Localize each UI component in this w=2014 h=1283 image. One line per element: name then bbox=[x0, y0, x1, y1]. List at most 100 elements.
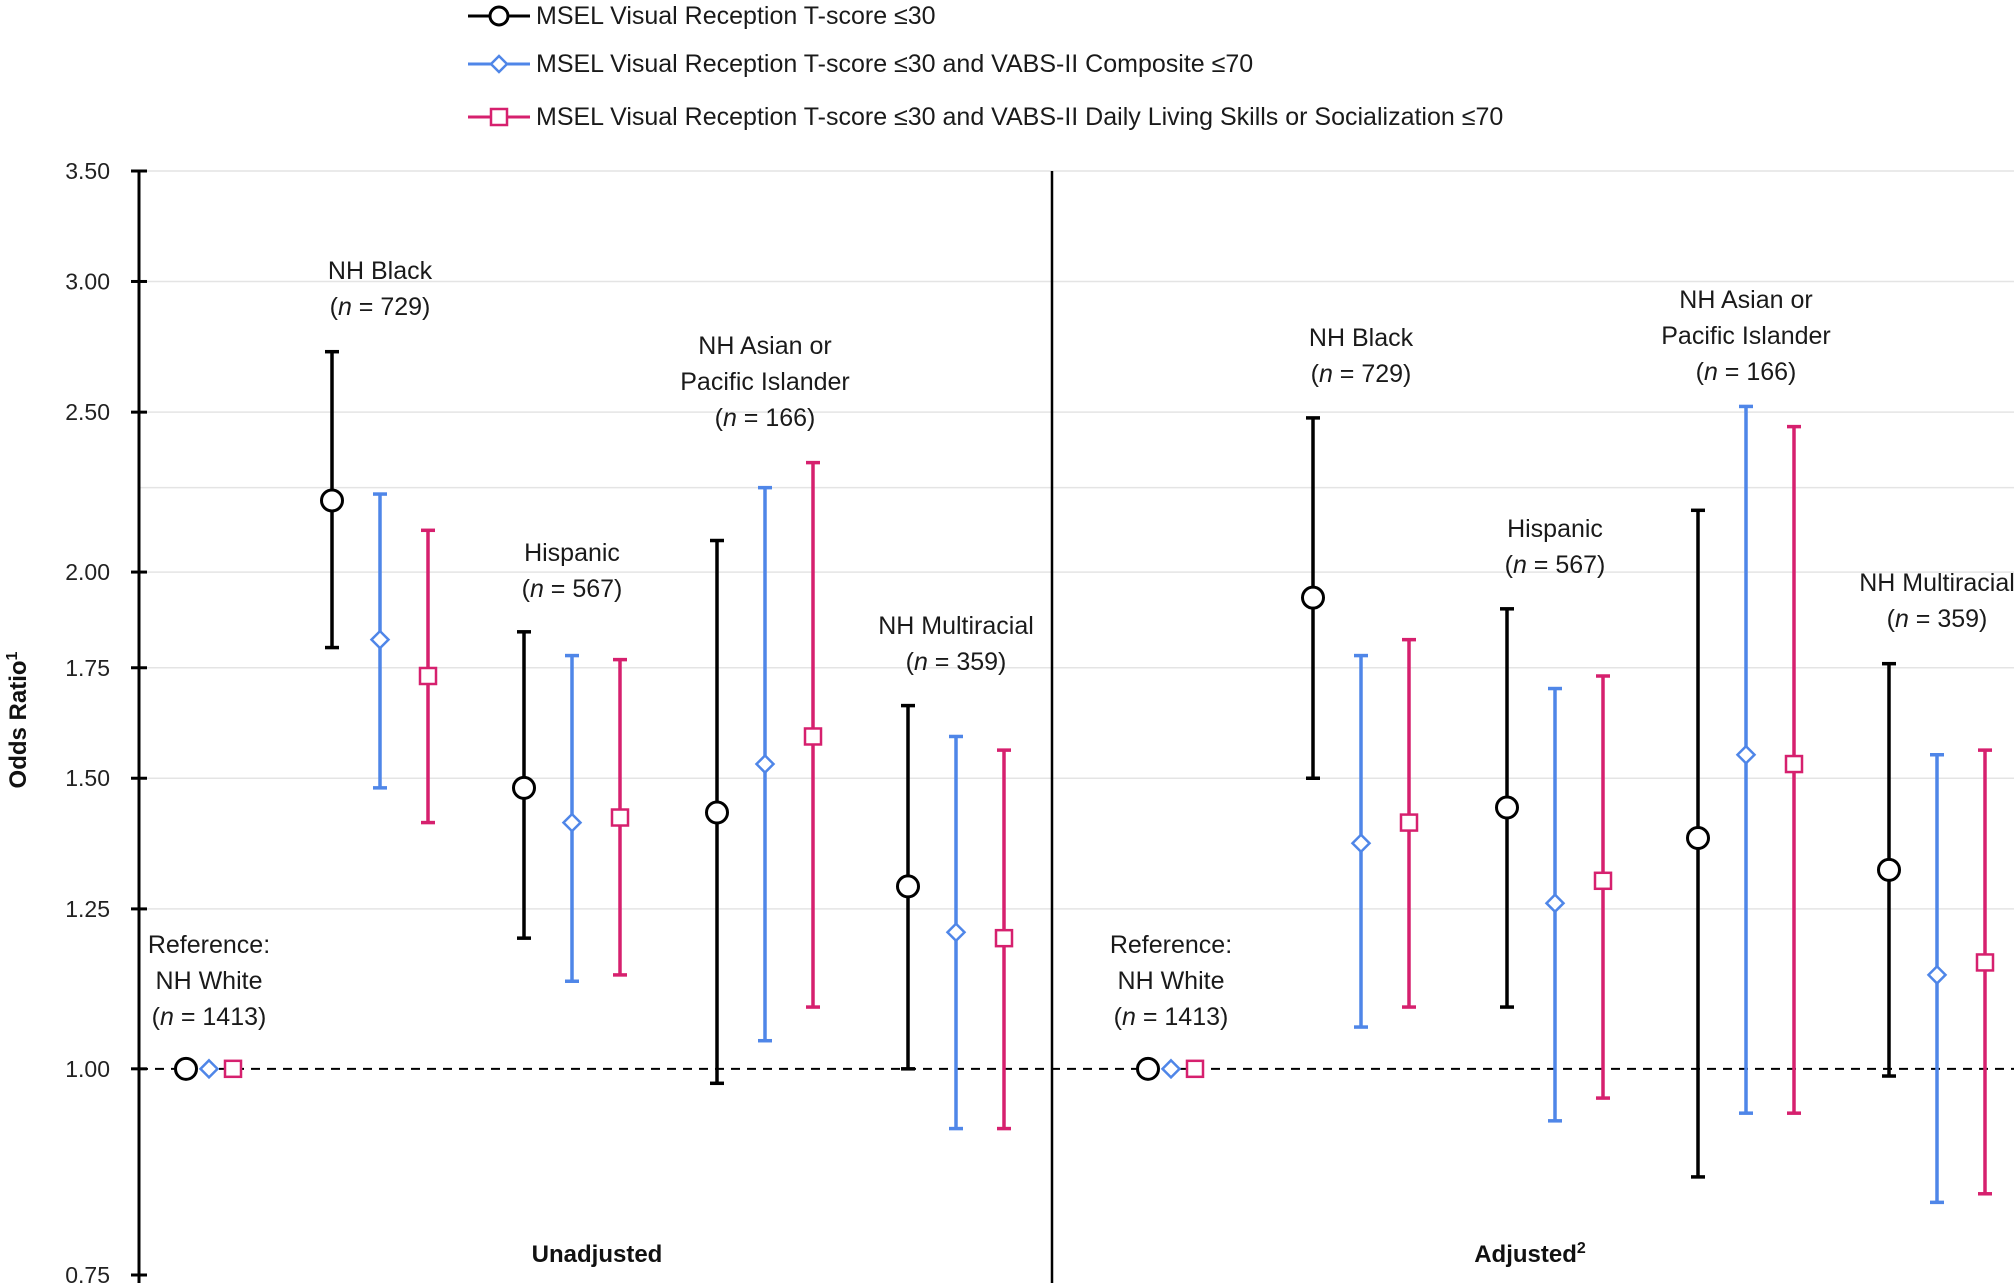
group-label-part: = 567) bbox=[1527, 551, 1606, 579]
data-point-square bbox=[803, 727, 823, 746]
data-point-diamond bbox=[754, 753, 776, 775]
group-label-line: (n = 567) bbox=[1505, 551, 1606, 579]
data-point-circle bbox=[174, 1056, 198, 1081]
panel-label-superscript: 2 bbox=[1577, 1240, 1586, 1257]
group-label-part: = 166) bbox=[737, 404, 816, 432]
data-point-diamond bbox=[945, 921, 967, 943]
group-label-line: Reference: bbox=[148, 931, 270, 959]
group-label-line: (n = 166) bbox=[715, 404, 816, 432]
data-point-diamond bbox=[198, 1058, 220, 1080]
data-point-circle bbox=[1877, 857, 1901, 882]
group-label-part: n bbox=[914, 648, 928, 676]
legend-label: MSEL Visual Reception T-score ≤30 and VA… bbox=[536, 49, 1254, 78]
group-label: NH Multiracial (n = 359) bbox=[878, 612, 1034, 676]
data-point-circle bbox=[705, 800, 729, 825]
group-label-part: n bbox=[723, 404, 737, 432]
data-point-diamond bbox=[1350, 832, 1372, 854]
data-point-circle bbox=[320, 488, 344, 513]
group-label-part: ( bbox=[906, 648, 915, 676]
group-label: Hispanic (n = 567) bbox=[522, 539, 623, 603]
group-label-line: NH Asian or bbox=[698, 332, 831, 360]
data-point-circle bbox=[512, 775, 536, 800]
y-axis-title-superscript: 1 bbox=[4, 651, 21, 660]
group-label-line: NH Black bbox=[328, 257, 433, 285]
group-label: NH Asian or Pacific Islander (n = 166) bbox=[680, 332, 850, 432]
y-tick-label: 3.00 bbox=[65, 268, 110, 294]
group-label-part: n bbox=[1895, 605, 1909, 633]
group-label-line: NH White bbox=[156, 967, 263, 995]
data-point-circle bbox=[1495, 795, 1519, 820]
group-label: Hispanic (n = 567) bbox=[1505, 515, 1606, 579]
group-label-part: ( bbox=[330, 293, 339, 321]
data-point-square bbox=[1975, 953, 1995, 972]
group-label-line: NH Multiracial bbox=[878, 612, 1034, 640]
data-point-square bbox=[1784, 754, 1804, 774]
data-point-square bbox=[223, 1059, 243, 1079]
group-label-line: (n = 166) bbox=[1696, 358, 1797, 386]
group-label-line: (n = 729) bbox=[330, 293, 431, 321]
group-label-line: Reference: bbox=[1110, 931, 1232, 959]
legend-swatch-square bbox=[468, 107, 530, 127]
group-label-part: n bbox=[1319, 360, 1333, 388]
group-label-part: = 359) bbox=[1909, 605, 1988, 633]
group-label: NH Asian or Pacific Islander (n = 166) bbox=[1661, 286, 1831, 386]
data-point-diamond bbox=[369, 629, 391, 650]
group-label-part: = 1413) bbox=[1136, 1003, 1228, 1031]
group-label-line: (n = 359) bbox=[1887, 605, 1988, 633]
group-label-line: (n = 359) bbox=[906, 648, 1007, 676]
legend-swatch-diamond bbox=[468, 54, 530, 74]
group-label-line: (n = 729) bbox=[1311, 360, 1412, 388]
y-tick-label: 1.50 bbox=[65, 765, 110, 791]
y-tick-label: 1.00 bbox=[65, 1056, 110, 1082]
y-tick-label: 2.00 bbox=[65, 559, 110, 585]
group-label-part: n bbox=[338, 293, 352, 321]
group-label-part: n bbox=[1122, 1003, 1136, 1031]
data-point-diamond bbox=[1544, 892, 1566, 914]
group-label-part: n bbox=[1704, 358, 1718, 386]
data-point-square bbox=[1185, 1059, 1205, 1079]
group-label-part: = 359) bbox=[928, 648, 1007, 676]
group-label-line: Pacific Islander bbox=[680, 368, 850, 396]
group-label-line: Hispanic bbox=[1507, 515, 1603, 543]
group-label-part: = 1413) bbox=[174, 1003, 266, 1031]
group-label: Reference: NH White (n = 1413) bbox=[148, 931, 270, 1031]
group-label-line: Pacific Islander bbox=[1661, 322, 1831, 350]
y-axis-title: Odds Ratio1 bbox=[4, 651, 32, 788]
data-point-diamond bbox=[1926, 964, 1948, 986]
group-label: NH Black (n = 729) bbox=[1309, 324, 1414, 388]
y-tick-label: 1.25 bbox=[65, 896, 110, 922]
group-label: Reference: NH White (n = 1413) bbox=[1110, 931, 1232, 1031]
y-tick-label: 2.50 bbox=[65, 399, 110, 425]
group-label-line: NH Multiracial bbox=[1859, 569, 2014, 597]
group-label-part: ( bbox=[1311, 360, 1320, 388]
group-label-part: ( bbox=[522, 575, 531, 603]
data-point-square bbox=[610, 808, 630, 827]
group-label: NH Multiracial (n = 359) bbox=[1859, 569, 2014, 633]
data-point-diamond bbox=[561, 812, 583, 833]
legend-label: MSEL Visual Reception T-score ≤30 bbox=[536, 1, 936, 30]
group-label-part: n bbox=[530, 575, 544, 603]
group-label-part: ( bbox=[715, 404, 724, 432]
data-point-diamond bbox=[1735, 744, 1757, 766]
group-label-line: (n = 1413) bbox=[152, 1003, 267, 1031]
group-label-part: = 166) bbox=[1718, 358, 1797, 386]
data-point-square bbox=[1593, 871, 1613, 891]
data-point-circle bbox=[1136, 1056, 1160, 1081]
data-point-square bbox=[994, 928, 1014, 948]
data-point-circle bbox=[1301, 585, 1325, 610]
group-label-part: = 567) bbox=[544, 575, 623, 603]
data-point-diamond bbox=[1160, 1058, 1182, 1080]
group-label-part: ( bbox=[1887, 605, 1896, 633]
group-label: NH Black (n = 729) bbox=[328, 257, 433, 321]
group-label-part: = 729) bbox=[1333, 360, 1412, 388]
y-tick-label: 0.75 bbox=[65, 1262, 110, 1283]
legend-item-dls: MSEL Visual Reception T-score ≤30 and VA… bbox=[468, 99, 1503, 135]
group-label-part: = 729) bbox=[352, 293, 431, 321]
group-label-part: n bbox=[1513, 551, 1527, 579]
group-label-line: (n = 567) bbox=[522, 575, 623, 603]
y-tick-label: 1.75 bbox=[65, 655, 110, 681]
y-tick-label: 3.50 bbox=[65, 158, 110, 184]
group-label-part: n bbox=[160, 1003, 174, 1031]
legend-item-vr: MSEL Visual Reception T-score ≤30 bbox=[468, 0, 936, 34]
